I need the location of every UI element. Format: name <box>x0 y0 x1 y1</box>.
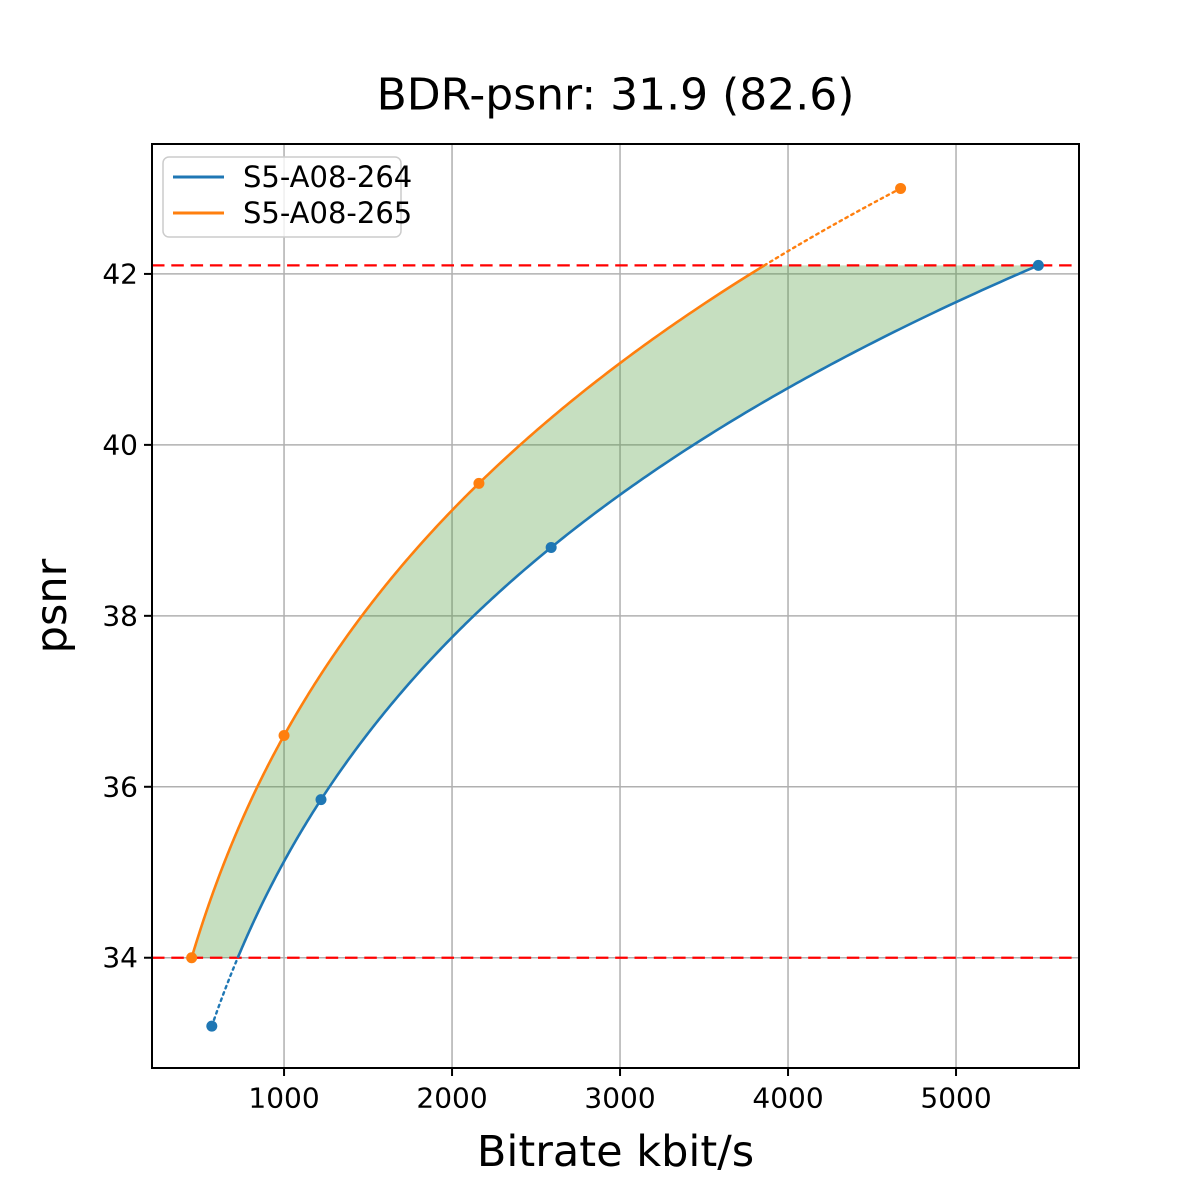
plot-area: 1000 2000 3000 4000 5000 34 36 38 40 42 <box>102 143 1080 1115</box>
legend-label-s5-a08-265: S5-A08-265 <box>243 196 412 230</box>
data-point-s5-a08-264-2590 <box>545 541 557 553</box>
tick-label-y-36: 36 <box>102 770 138 803</box>
legend: S5-A08-264 S5-A08-265 <box>162 156 412 238</box>
data-point-s5-a08-264-570 <box>206 1020 218 1032</box>
data-point-s5-a08-265-1000 <box>278 729 290 741</box>
series-curve-solid-s5-a08-265 <box>190 264 766 959</box>
tick-label-x-5000: 5000 <box>920 1082 991 1115</box>
tick-label-y-38: 38 <box>102 599 138 632</box>
legend-label-s5-a08-264: S5-A08-264 <box>243 160 412 194</box>
data-point-s5-a08-265-4670 <box>895 182 907 194</box>
tick-label-x-2000: 2000 <box>416 1082 487 1115</box>
tick-label-y-40: 40 <box>102 428 138 461</box>
data-point-s5-a08-265-2160 <box>473 477 485 489</box>
data-point-s5-a08-265-450 <box>186 952 198 964</box>
axes-spines <box>151 143 1080 1069</box>
bd-integration-area <box>191 265 1039 958</box>
series-curve-dotted-s5-a08-265 <box>763 187 902 267</box>
tick-label-x-4000: 4000 <box>752 1082 823 1115</box>
series-curve-dotted-s5-a08-264 <box>210 956 239 1028</box>
tick-label-x-1000: 1000 <box>248 1082 319 1115</box>
data-point-s5-a08-264-5490 <box>1032 259 1044 271</box>
data-point-s5-a08-264-1220 <box>315 794 327 806</box>
y-axis-label: psnr <box>27 558 77 653</box>
x-axis-label: Bitrate kbit/s <box>477 1127 754 1177</box>
tick-label-y-34: 34 <box>102 941 138 974</box>
tick-label-y-42: 42 <box>102 257 138 290</box>
tick-label-x-3000: 3000 <box>584 1082 655 1115</box>
series-curve-solid-s5-a08-264 <box>236 264 1039 959</box>
chart-title: BDR-psnr: 31.9 (82.6) <box>377 70 855 121</box>
